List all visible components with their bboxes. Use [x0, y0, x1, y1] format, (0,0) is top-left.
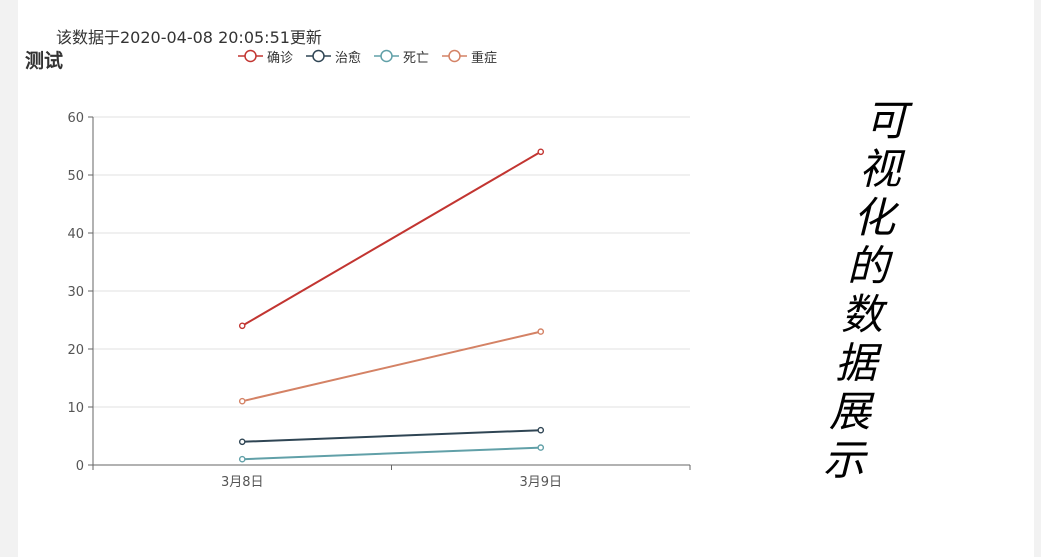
y-tick-label: 60 [67, 111, 84, 126]
y-tick-label: 40 [67, 227, 84, 242]
data-point [537, 426, 545, 434]
side-title-char: 展 [829, 387, 875, 436]
data-point [238, 455, 246, 463]
data-point [537, 444, 545, 451]
grid-lines [93, 116, 690, 408]
data-point [537, 328, 545, 335]
side-title-char: 据 [835, 339, 883, 388]
chart-panel [18, 0, 1034, 557]
y-tick-label: 50 [67, 169, 84, 184]
series-line [242, 446, 541, 461]
side-title-char: 视 [859, 145, 906, 194]
x-tick-label: 3月9日 [519, 475, 562, 490]
data-point [238, 438, 246, 446]
y-tick-label: 0 [76, 459, 84, 474]
legend-line-circle-icon [442, 49, 468, 63]
legend-line-circle-icon [306, 49, 332, 63]
chart-title: 测试 [25, 50, 64, 72]
y-tick-label: 30 [67, 285, 84, 300]
axes: 0 10 20 30 40 50 60 3月8日 3月9日 [67, 111, 691, 490]
legend-item-confirmed[interactable]: 确诊 [238, 47, 293, 66]
series-line [241, 150, 542, 327]
legend-label: 重症 [471, 50, 498, 66]
legend-item-severe[interactable]: 重症 [442, 47, 497, 66]
series-lines [238, 148, 545, 463]
legend-label: 治愈 [335, 50, 362, 66]
legend-item-cured[interactable]: 治愈 [306, 47, 361, 66]
legend-line-circle-icon [374, 49, 400, 63]
chart-legend: 确诊 治愈 死亡 重症 [238, 46, 497, 66]
legend-line-circle-icon [238, 49, 263, 63]
y-tick-label: 10 [67, 401, 84, 416]
update-note: 该数据于2020-04-08 20:05:51更新 [56, 28, 322, 47]
side-title-char: 可 [865, 96, 913, 145]
series-line [242, 330, 541, 403]
side-title-char: 数 [841, 290, 888, 339]
legend-label: 确诊 [267, 50, 294, 66]
data-point [238, 397, 246, 405]
y-tick-label: 20 [67, 343, 84, 358]
series-line [242, 429, 541, 443]
side-title-char: 化 [853, 193, 900, 242]
x-tick-label: 3月8日 [221, 475, 264, 490]
side-title-char: 的 [847, 242, 894, 291]
data-point [238, 322, 246, 330]
legend-item-death[interactable]: 死亡 [374, 47, 429, 66]
data-point [537, 148, 545, 156]
legend-label: 死亡 [403, 50, 430, 66]
side-title-char: 示 [823, 436, 869, 485]
